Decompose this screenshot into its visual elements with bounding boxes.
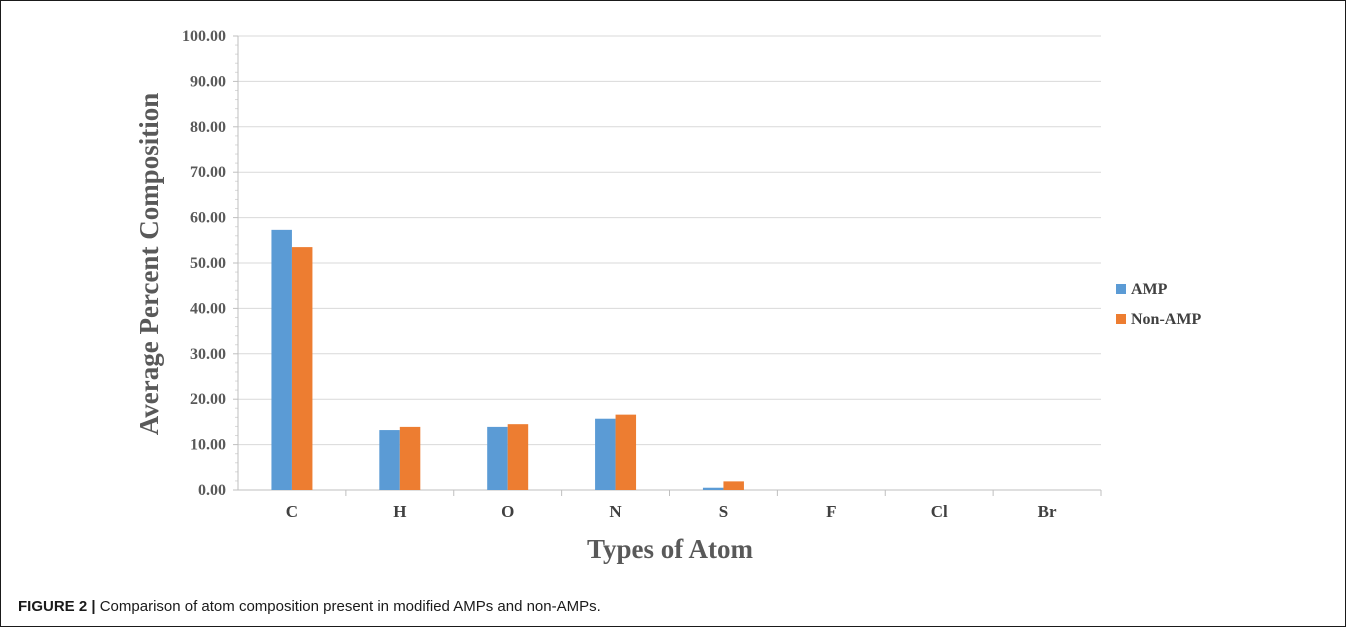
bar-amp-n — [595, 418, 616, 490]
bar-amp-o — [487, 426, 508, 490]
y-tick-label: 50.00 — [190, 255, 226, 272]
bars — [271, 229, 744, 490]
x-tick-label: F — [826, 502, 836, 521]
y-tick-label: 90.00 — [190, 73, 226, 90]
y-tick-label: 70.00 — [190, 164, 226, 181]
y-tick-label: 0.00 — [198, 482, 226, 499]
x-tick-label: Br — [1038, 502, 1057, 521]
y-tick-label: 10.00 — [190, 437, 226, 454]
figure-caption: FIGURE 2 | Comparison of atom compositio… — [18, 598, 1318, 615]
x-tick-label: N — [609, 502, 622, 521]
bar-non-amp-s — [723, 481, 744, 490]
bar-non-amp-h — [399, 426, 421, 490]
bar-chart: 0.00 10.00 20.00 30.00 40.00 50.00 60.00 70.00 8… — [134, 28, 1201, 564]
legend-swatch-non-amp — [1116, 314, 1126, 324]
bar-amp-h — [379, 430, 400, 490]
tick-labels: 0.00 10.00 20.00 30.00 40.00 50.00 60.00 70.00 8… — [182, 28, 1057, 521]
caption-text: Comparison of atom composition present i… — [95, 598, 601, 615]
x-tick-label: S — [719, 502, 728, 521]
axes — [233, 35, 1102, 496]
bar-non-amp-n — [615, 414, 637, 490]
y-tick-label: 40.00 — [190, 300, 226, 317]
legend: AMP Non-AMP — [1116, 281, 1201, 328]
gridlines — [238, 35, 1101, 446]
legend-label-amp: AMP — [1131, 281, 1168, 298]
caption-label: FIGURE 2 | — [18, 598, 96, 615]
y-tick-label: 100.00 — [182, 28, 226, 45]
bar-amp-s — [702, 487, 724, 490]
y-tick-label: 80.00 — [190, 119, 226, 136]
y-tick-label: 20.00 — [190, 391, 226, 408]
y-tick-label: 60.00 — [190, 210, 226, 227]
x-tick-label: H — [393, 502, 406, 521]
x-tick-label: Cl — [931, 502, 948, 521]
x-tick-label: C — [286, 502, 298, 521]
bar-non-amp-c — [291, 247, 313, 490]
bar-non-amp-o — [507, 424, 529, 490]
bar-amp-c — [271, 229, 292, 490]
x-axis-title: Types of Atom — [587, 534, 754, 564]
y-axis-title: Average Percent Composition — [134, 93, 164, 435]
legend-label-non-amp: Non-AMP — [1131, 311, 1201, 328]
legend-swatch-amp — [1116, 284, 1126, 294]
x-tick-label: O — [501, 502, 514, 521]
y-tick-label: 30.00 — [190, 346, 226, 363]
